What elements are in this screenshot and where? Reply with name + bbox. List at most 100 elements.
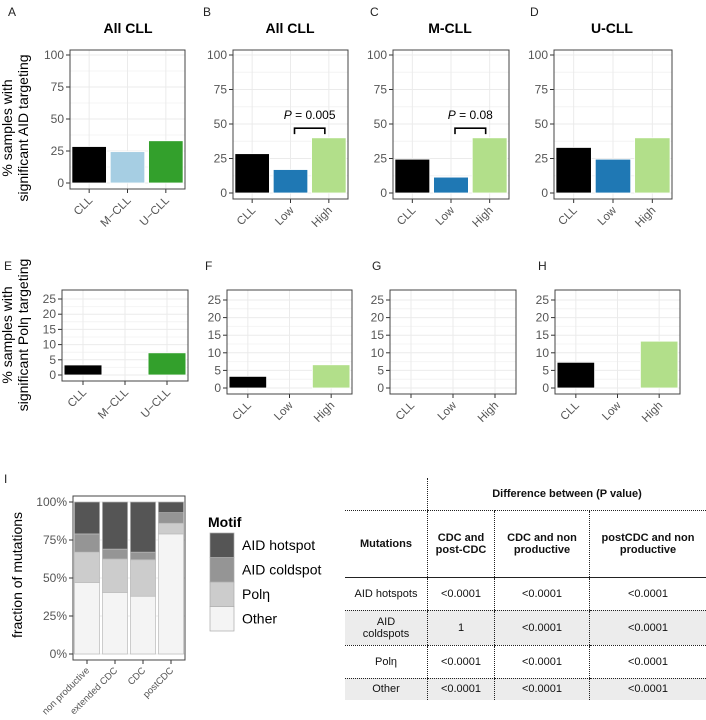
x-tick-label: CLL	[556, 204, 580, 228]
bar-high	[471, 137, 508, 194]
y-tick-label: 25	[535, 152, 549, 166]
y-tick-label: 25	[374, 152, 388, 166]
x-tick-label: M−CLL	[99, 194, 134, 229]
y-tick-label: 100	[367, 48, 387, 62]
y-tick-label: 15	[371, 328, 385, 342]
stack-segment-aidcoldspot	[74, 533, 100, 553]
table-header-mutations: Mutations	[345, 510, 428, 578]
y-tick-label: 10	[43, 338, 57, 352]
plot-border	[72, 495, 186, 661]
x-tick-label: High	[640, 400, 665, 425]
panel-a: A All CLL 0 25 50 75 100 CLL M−CLL U−CLL % samples…	[0, 5, 186, 230]
bar-high	[634, 137, 671, 194]
y-tick-label: 0	[214, 381, 221, 395]
table-cell: <0.0001	[427, 645, 495, 679]
y-tick-label: 10	[208, 346, 222, 360]
bar-cll	[234, 153, 270, 194]
stack-segment-pol	[102, 558, 128, 593]
y-axis-label-line2: significant AID targeting	[15, 54, 31, 201]
bar-low	[433, 176, 469, 194]
x-tick-label: High	[476, 400, 501, 425]
y-tick-label: 75	[214, 83, 228, 97]
table-cell: <0.0001	[494, 610, 590, 646]
panel-g: G 0 5 10 15 20 25 CLL Low High	[371, 259, 517, 425]
stack-segment-other	[102, 592, 128, 655]
table-header-col3: postCDC and non productive	[589, 510, 706, 578]
stack-segment-pol	[158, 522, 184, 535]
y-tick-label: 25	[51, 144, 65, 158]
x-tick-label: U−CLL	[139, 386, 173, 420]
y-tick-label: 0	[380, 186, 387, 200]
y-tick-label: 25	[536, 293, 550, 307]
legend-title: Motif	[208, 514, 242, 530]
x-tick-label: CLL	[394, 399, 418, 423]
x-tick-label: High	[310, 205, 335, 230]
panel-c: C M-CLL 0 25 50 75 100 CLL Low High P = 0.08	[367, 5, 510, 230]
stack-segment-aidhotspot	[158, 501, 184, 513]
y-tick-label: 100	[44, 48, 64, 62]
p-value: = 0.005	[292, 108, 336, 122]
y-tick-label: 15	[208, 328, 222, 342]
x-tick-label: CLL	[231, 399, 255, 423]
bar-low	[594, 158, 632, 194]
y-axis-label-line1: % samples with	[0, 286, 15, 383]
y-tick-label: 20	[536, 311, 550, 325]
table-cell: <0.0001	[589, 577, 706, 611]
legend-swatch	[209, 532, 235, 558]
table-header-col2: CDC and non productive	[494, 510, 590, 578]
table-cell: <0.0001	[427, 678, 495, 700]
table-row: AID coldspots 1 <0.0001 <0.0001	[345, 610, 706, 646]
y-tick-label: 50	[374, 117, 388, 131]
panel-label: E	[4, 259, 12, 273]
y-tick-label: 50	[51, 112, 65, 126]
table-cell: AID coldspots	[345, 610, 428, 646]
x-tick-label: non productive	[40, 665, 92, 717]
significance-bracket	[293, 127, 326, 135]
panel-label: F	[205, 259, 212, 273]
bar-cll	[71, 146, 107, 184]
x-tick-label: CLL	[72, 194, 96, 218]
x-tick-label: Low	[272, 399, 296, 423]
table-cell: <0.0001	[589, 678, 706, 700]
plot-border	[389, 289, 517, 395]
y-axis-label: fraction of mutations	[9, 512, 25, 638]
p-value-annotation: P = 0.08	[448, 108, 493, 122]
legend-label: Other	[242, 611, 277, 627]
panel-label: C	[370, 5, 379, 19]
panel-d: D U-CLL 0 25 50 75 100 CLL Low High	[528, 5, 673, 230]
x-tick-label: CLL	[559, 399, 583, 423]
stack-segment-aidhotspot	[130, 501, 156, 553]
y-tick-label: 5	[214, 363, 221, 377]
table-cell: Polη	[345, 645, 428, 679]
stack-segment-pol	[130, 559, 156, 597]
bar-ucll	[147, 352, 187, 376]
legend-label: AID hotspot	[242, 537, 315, 553]
panel-label: B	[203, 5, 211, 19]
y-tick-label: 20	[208, 311, 222, 325]
stack-segment-aidcoldspot	[158, 512, 184, 524]
y-tick-label: 75	[374, 83, 388, 97]
legend-label: AID coldspot	[242, 562, 321, 578]
y-tick-label: 50	[535, 117, 549, 131]
y-tick-label: 25	[208, 293, 222, 307]
panel-label: A	[8, 5, 16, 19]
bar-high	[312, 364, 351, 389]
y-tick-label: 50	[214, 117, 228, 131]
panel-label: D	[530, 5, 539, 19]
bar-cll	[556, 361, 595, 389]
x-tick-label: High	[312, 400, 337, 425]
y-tick-label: 0%	[50, 647, 68, 661]
x-tick-label: Low	[600, 399, 624, 423]
panel-title: U-CLL	[591, 20, 633, 36]
table-cell: <0.0001	[494, 645, 590, 679]
p-symbol: P	[284, 108, 292, 122]
table-cell: <0.0001	[494, 678, 590, 700]
table-corner	[345, 478, 428, 511]
y-tick-label: 15	[43, 322, 57, 336]
legend-swatch	[209, 557, 235, 583]
legend-swatch	[209, 581, 235, 607]
panel-f: F 0 5 10 15 20 25 CLL Low High	[205, 259, 353, 425]
y-tick-label: 20	[43, 307, 57, 321]
